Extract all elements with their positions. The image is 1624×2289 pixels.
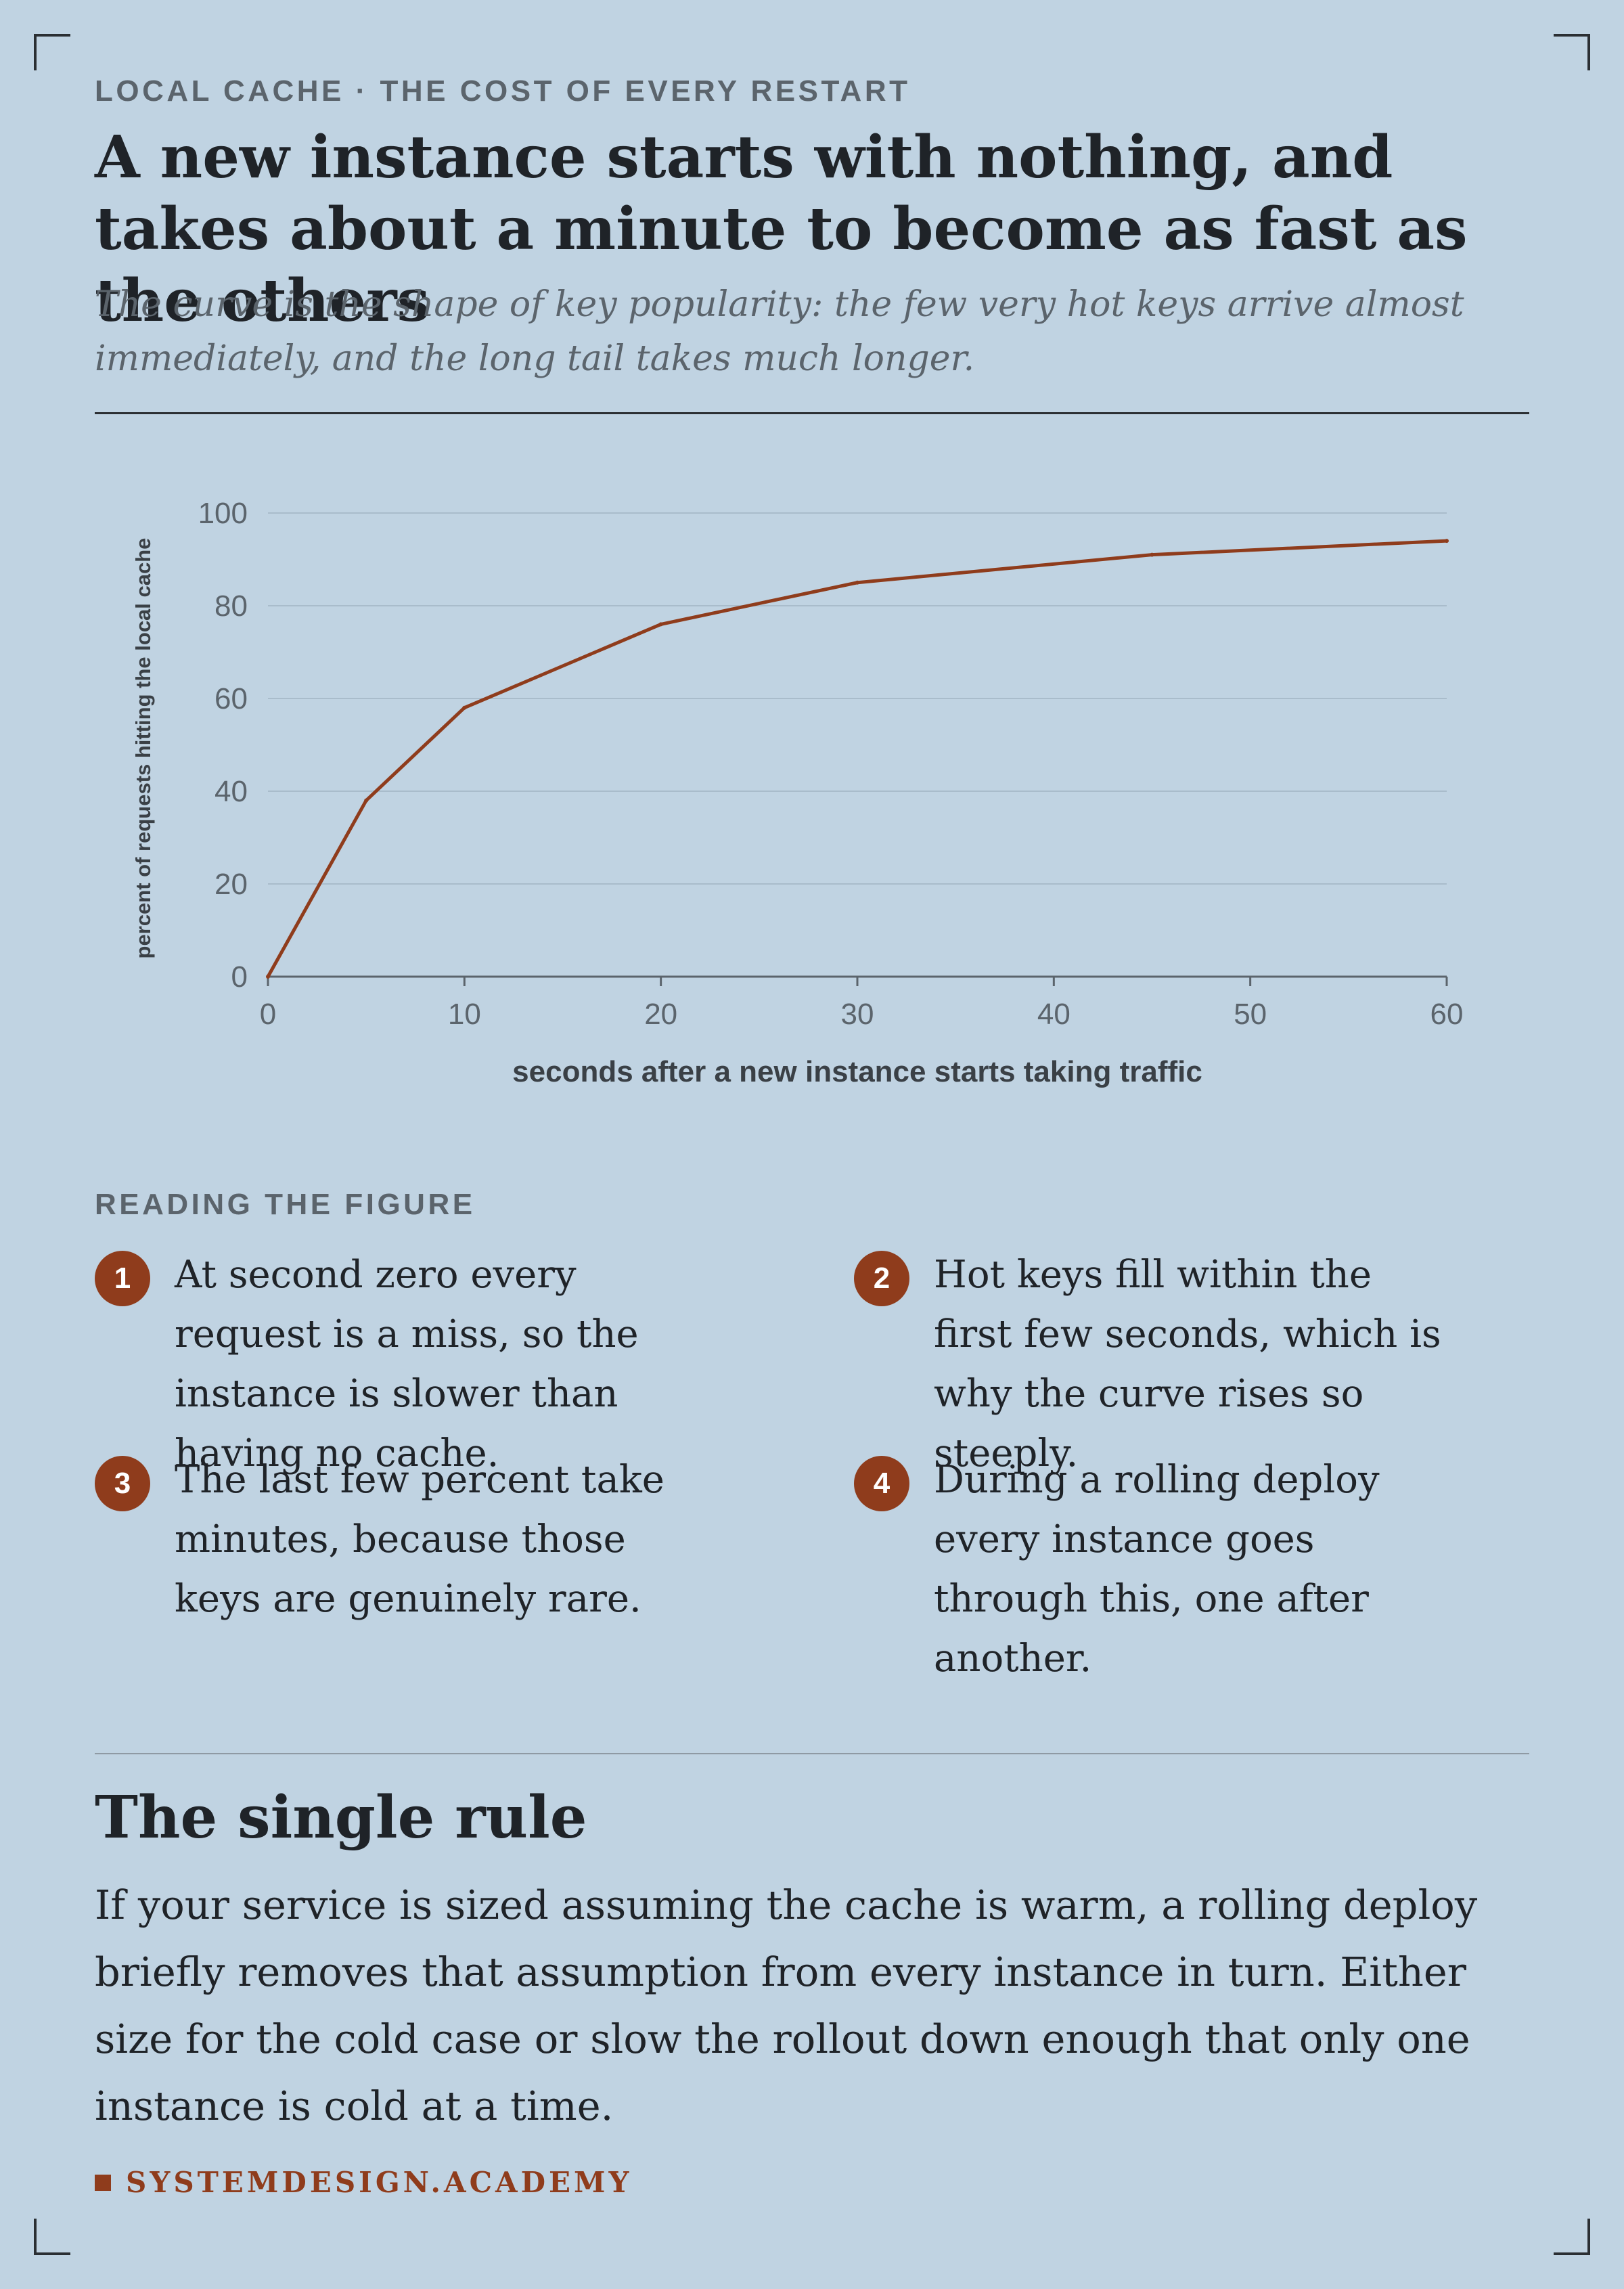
grid-lines	[268, 512, 1447, 885]
corner-mark-bottom-left	[34, 2219, 70, 2255]
y-tick-label: 60	[215, 682, 248, 715]
rule-body: If your service is sized assuming the ca…	[95, 1882, 1478, 2129]
x-tick-label: 60	[1430, 998, 1464, 1031]
corner-mark-top-right	[1554, 34, 1590, 70]
y-axis-title: percent of requests hitting the local ca…	[131, 538, 155, 959]
header-divider	[95, 412, 1529, 414]
kicker: LOCAL CACHE · THE COST OF EVERY RESTART	[95, 74, 911, 108]
brand-name: SYSTEMDESIGN.ACADEMY	[126, 2166, 633, 2199]
x-tick-label: 50	[1234, 998, 1267, 1031]
chart-axes	[267, 975, 1448, 986]
series-layer	[266, 539, 1449, 979]
note-3: 3 The last few percent take minutes, bec…	[95, 1450, 690, 1629]
line-chart: 0 20 40 60 80 100 0 10 20 30 40 50 60 seconds after …	[131, 497, 1464, 1088]
note-text: The last few percent take minutes, becau…	[175, 1458, 664, 1621]
note-2: 2 Hot keys fill within the first few sec…	[854, 1245, 1449, 1484]
note-text: At second zero every request is a miss, …	[175, 1253, 639, 1475]
x-axis-title: seconds after a new instance starts taki…	[512, 1055, 1202, 1088]
data-point	[658, 622, 663, 627]
data-point	[1150, 552, 1154, 557]
data-point	[364, 798, 369, 803]
corner-mark-bottom-right	[1554, 2219, 1590, 2255]
section-label: READING THE FIGURE	[95, 1188, 476, 1221]
data-point	[1445, 539, 1449, 543]
page-title: A new instance starts with nothing, and …	[95, 123, 1468, 335]
tick-labels: 0 20 40 60 80 100 0 10 20 30 40 50 60	[198, 497, 1464, 1031]
note-4: 4 During a rolling deploy every instance…	[854, 1450, 1449, 1689]
x-tick-label: 40	[1037, 998, 1070, 1031]
note-number-badge: 1	[95, 1251, 150, 1306]
y-tick-label: 40	[215, 775, 248, 808]
note-number-badge: 2	[854, 1251, 909, 1306]
note-number-badge: 4	[854, 1456, 909, 1511]
data-point	[462, 705, 467, 710]
note-text: During a rolling deploy every instance g…	[934, 1458, 1380, 1681]
x-tick-label: 30	[841, 998, 874, 1031]
y-tick-label: 20	[215, 868, 248, 901]
x-tick-label: 20	[644, 998, 677, 1031]
note-1: 1 At second zero every request is a miss…	[95, 1245, 690, 1484]
data-point	[266, 975, 270, 979]
note-number-badge: 3	[95, 1456, 150, 1511]
corner-mark-top-left	[34, 34, 70, 70]
data-point	[855, 580, 859, 585]
page-subtitle: The curve is the shape of key popularity…	[95, 284, 1464, 379]
y-tick-label: 80	[215, 590, 248, 623]
x-tick-label: 10	[448, 998, 481, 1031]
brand-footer: SYSTEMDESIGN.ACADEMY	[95, 2166, 633, 2199]
section-divider	[95, 1753, 1529, 1754]
note-text: Hot keys fill within the first few secon…	[934, 1253, 1441, 1475]
rule-heading: The single rule	[95, 1783, 587, 1852]
brand-square-icon	[95, 2174, 111, 2191]
y-tick-label: 100	[198, 497, 248, 530]
y-tick-label: 0	[231, 960, 248, 994]
x-tick-label: 0	[260, 998, 276, 1031]
